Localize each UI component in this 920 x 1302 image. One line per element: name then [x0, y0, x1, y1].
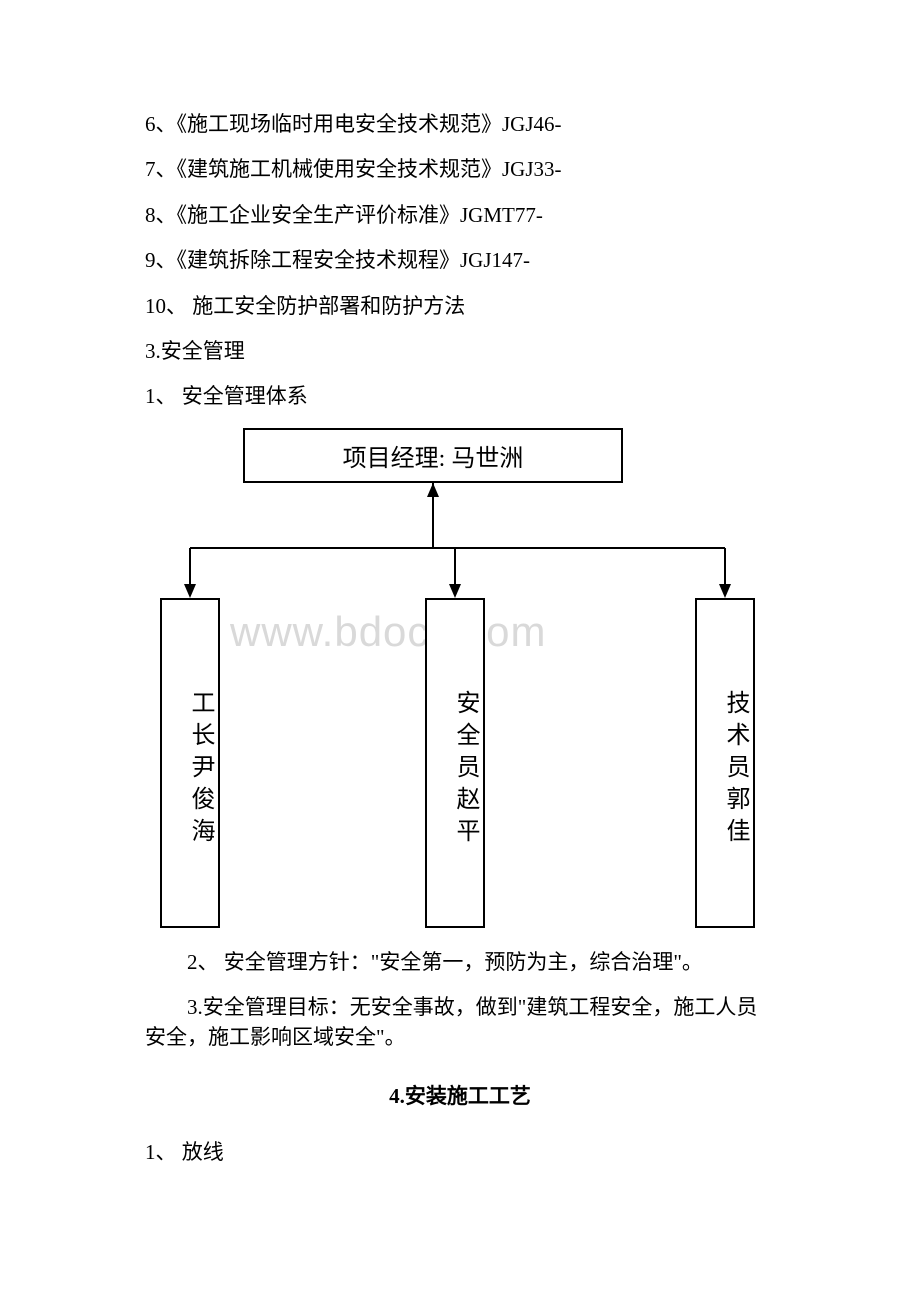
section-3-2: 2、 安全管理方针："安全第一，预防为主，综合治理"。: [145, 948, 775, 977]
section-3-3: 3.安全管理目标：无安全事故，做到"建筑工程安全，施工人员安全，施工影响区域安全…: [145, 993, 775, 1052]
org-chart-left-node: 工长尹俊海: [160, 598, 220, 928]
section-3-1: 1、 安全管理体系: [145, 382, 775, 411]
list-item-9: 9、《建筑拆除工程安全技术规程》JGJ147-: [145, 246, 775, 275]
list-item-8: 8、《施工企业安全生产评价标准》JGMT77-: [145, 201, 775, 230]
list-item-6: 6、《施工现场临时用电安全技术规范》JGJ46-: [145, 110, 775, 139]
org-chart-center-node: 安全员赵平: [425, 598, 485, 928]
section-4-1: 1、 放线: [145, 1138, 775, 1167]
list-item-10: 10、 施工安全防护部署和防护方法: [145, 292, 775, 321]
org-chart-diagram: 项目经理: 马世洲 工长尹俊海 安全员赵平 技术员郭佳: [145, 428, 775, 928]
list-item-7: 7、《建筑施工机械使用安全技术规范》JGJ33-: [145, 155, 775, 184]
org-chart-top-node: 项目经理: 马世洲: [243, 428, 623, 483]
org-chart-right-node: 技术员郭佳: [695, 598, 755, 928]
document-content: 6、《施工现场临时用电安全技术规范》JGJ46- 7、《建筑施工机械使用安全技术…: [145, 110, 775, 1167]
section-3-heading: 3.安全管理: [145, 337, 775, 366]
section-4-heading: 4.安装施工工艺: [145, 1080, 775, 1110]
